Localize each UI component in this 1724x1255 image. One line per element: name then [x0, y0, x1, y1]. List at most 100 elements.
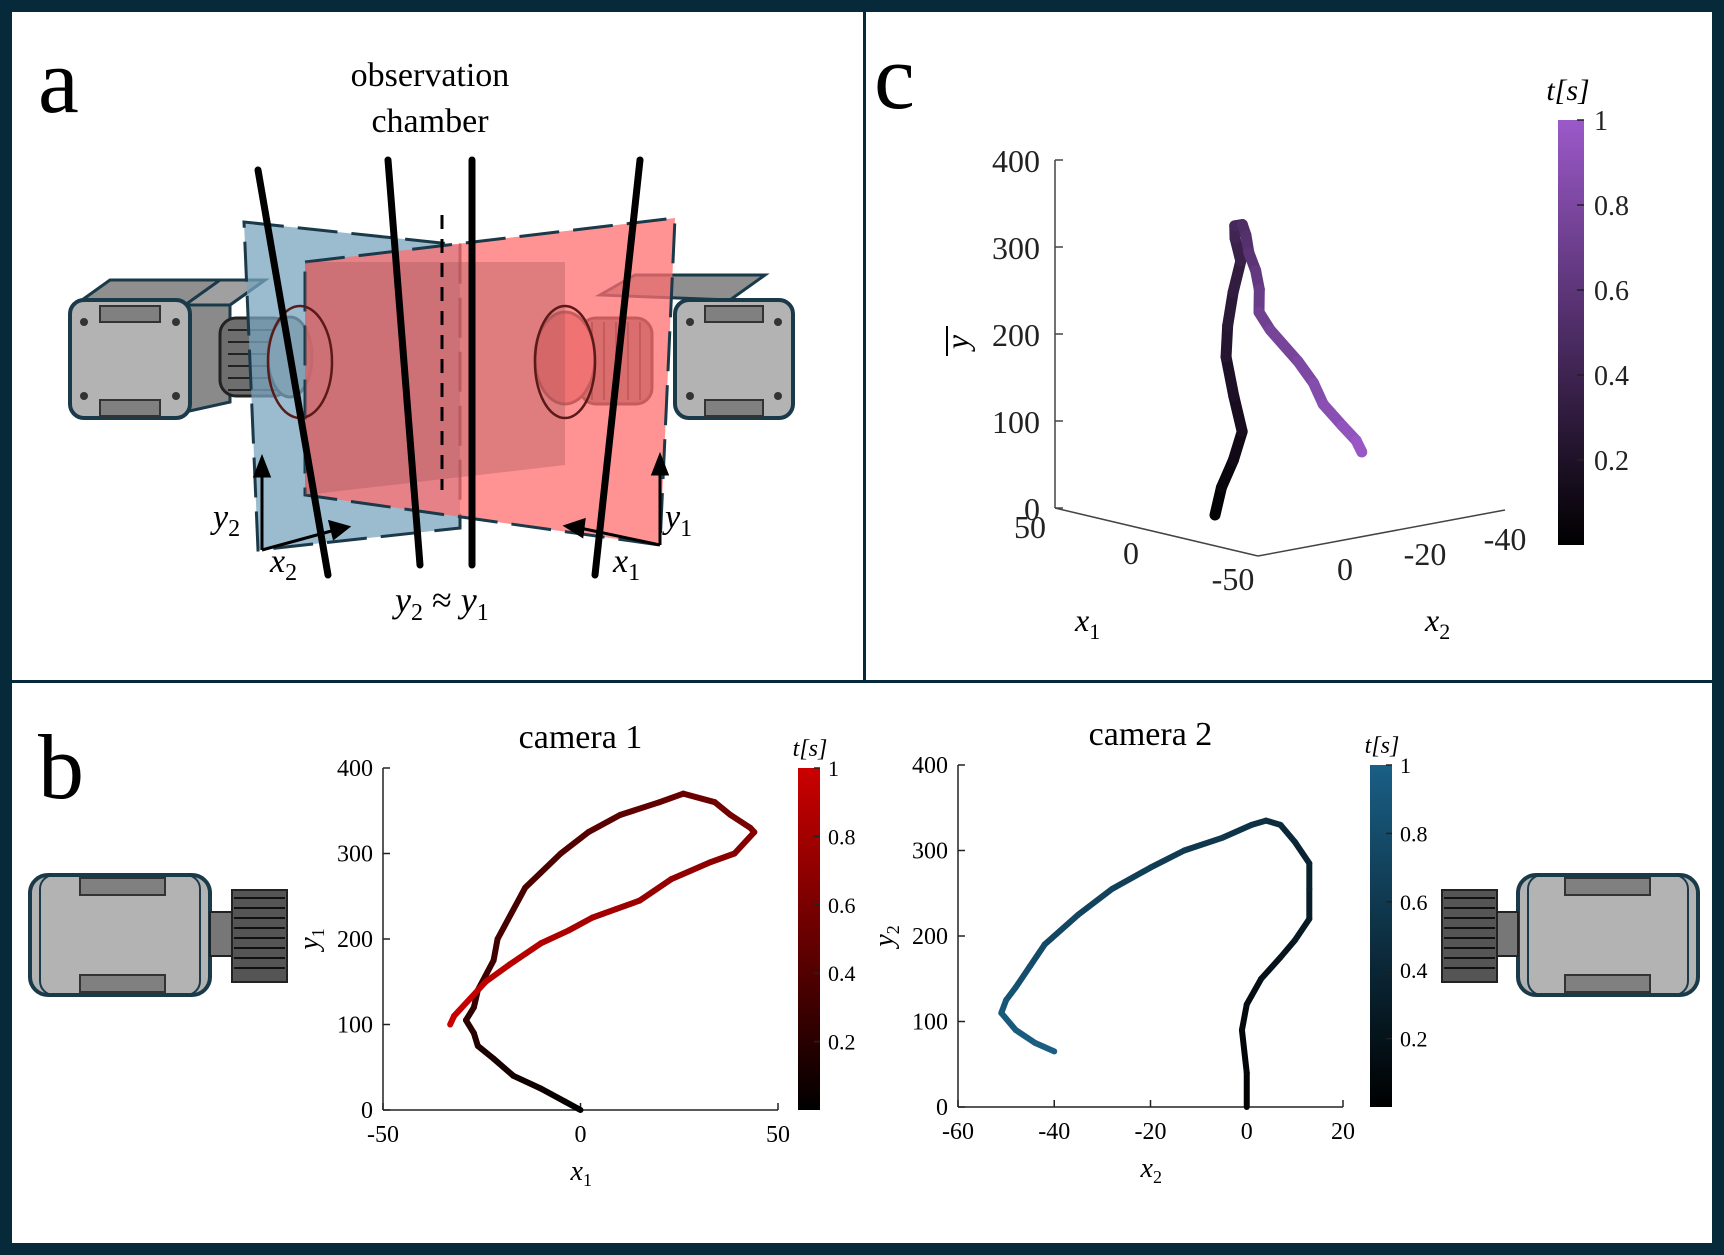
colorbar-title: t[s] — [793, 736, 828, 762]
label-y1: y1 — [662, 499, 692, 542]
colorbar — [1370, 765, 1392, 1107]
y-tick-label: 200 — [337, 927, 373, 953]
trajectory-segment — [998, 1009, 1019, 1034]
c-y-tick-label: 100 — [992, 404, 1040, 440]
panel-b-letter: b — [38, 716, 84, 818]
trajectory-segment — [1041, 911, 1082, 948]
trajectory-segment — [1012, 962, 1034, 991]
trajectory-segment — [1291, 838, 1313, 867]
colorbar-tick-label: 0.4 — [1400, 958, 1428, 983]
y-tick-label: 100 — [337, 1013, 373, 1039]
c-x1-tick-label: -50 — [1212, 561, 1255, 597]
trajectory-segment — [585, 812, 623, 836]
trajectory-segment — [447, 1012, 458, 1028]
y-tick-label: 400 — [337, 756, 373, 782]
trajectory-segment — [1147, 847, 1188, 871]
c-ylabel: y — [939, 334, 975, 352]
trajectory-segment — [1277, 821, 1298, 845]
colorbar-tick-label: 0.2 — [1400, 1027, 1428, 1052]
trajectory-segment — [617, 799, 663, 819]
y-axis-label: y2 — [869, 925, 903, 949]
trajectory-segment — [494, 884, 529, 942]
chart-title: camera 2 — [1089, 716, 1213, 753]
c-colorbar-tick-label: 1 — [1594, 106, 1608, 137]
chart-title: camera 1 — [519, 719, 643, 756]
x-tick-label: 20 — [1331, 1119, 1355, 1145]
camera-2-side-icon — [1441, 873, 1700, 997]
x-axis-label: x2 — [1140, 1153, 1162, 1187]
c-colorbar-tick-label: 0.8 — [1594, 191, 1629, 222]
plane-overlap — [305, 262, 565, 495]
panel-b-background — [12, 683, 1712, 1243]
x-tick-label: -40 — [1038, 1119, 1070, 1145]
trajectory-segment — [1277, 937, 1298, 961]
x-tick-label: -60 — [942, 1119, 974, 1145]
lens-projection-right — [533, 304, 597, 420]
c-y-tick-label: 400 — [992, 143, 1040, 179]
c-trajectory-segment — [1350, 435, 1368, 458]
trajectory-segment — [1032, 1039, 1058, 1055]
trajectory-segment — [1181, 834, 1226, 854]
trajectory-segment — [668, 859, 714, 883]
c-x1-tick-label: 0 — [1123, 535, 1139, 571]
y-tick-label: 0 — [936, 1095, 948, 1121]
x-tick-label: -50 — [367, 1122, 399, 1148]
trajectory-segment — [1238, 1001, 1250, 1034]
trajectory-segment — [474, 1042, 497, 1062]
trajectory-segment — [589, 906, 620, 921]
c-x2-tick-label: -40 — [1484, 521, 1527, 557]
c-x2-axis — [1257, 509, 1506, 557]
trajectory-segment — [451, 995, 473, 1019]
trajectory-segment — [490, 936, 501, 964]
x-tick-label: 0 — [575, 1122, 587, 1148]
trajectory-segment — [466, 978, 489, 1002]
chamber-label-line2: chamber — [371, 103, 489, 140]
c-xlabel-x1: x1 — [1074, 602, 1100, 644]
chamber-label-line1: observation — [351, 57, 510, 94]
trajectory-segment — [1238, 1027, 1250, 1076]
y-tick-label: 400 — [912, 753, 948, 779]
c-y-tick-label: 0 — [1024, 491, 1040, 527]
trajectory-segment — [707, 850, 738, 866]
trajectory-segment — [557, 829, 592, 857]
colorbar-tick-label: 0.4 — [828, 961, 856, 986]
trajectory-segment — [680, 790, 718, 806]
colorbar-tick-label: 0.6 — [1400, 890, 1428, 915]
panel-a-letter: a — [38, 30, 79, 132]
trajectory-segment — [613, 897, 643, 913]
trajectory-segment — [1075, 885, 1115, 918]
y-tick-label: 100 — [912, 1010, 948, 1036]
c-colorbar-tick-label: 0.2 — [1594, 446, 1629, 477]
colorbar-tick-label: 1 — [828, 756, 839, 781]
label-y2: y2 — [210, 499, 240, 542]
c-trajectory-segment — [1220, 351, 1240, 402]
c-y-tick-label: 200 — [992, 317, 1040, 353]
axes-arrows — [252, 451, 670, 552]
y-tick-label: 300 — [912, 839, 948, 865]
c-trajectory-segment — [1228, 390, 1248, 438]
c-colorbar-title: t[s] — [1546, 74, 1589, 107]
trajectory-segment — [1012, 1027, 1038, 1046]
camera-2-chart: camera 2 0 100 200 300 400 -60 -40 -20 0 20 x2 y2 t[s… — [869, 716, 1428, 1187]
c-xlabel-x2: x2 — [1424, 602, 1450, 644]
colorbar-tick-label: 0.8 — [828, 824, 856, 849]
colorbar-tick-label: 0.8 — [1400, 821, 1428, 846]
trajectory-segment — [731, 829, 758, 857]
trajectory-segment — [538, 927, 572, 947]
label-x2: x2 — [269, 543, 297, 586]
c-colorbar — [1558, 120, 1584, 545]
c-x1-tick-label: 50 — [1014, 509, 1046, 545]
panel-c-letter: c — [874, 26, 915, 128]
c-x2-tick-label: 0 — [1337, 551, 1353, 587]
c-y-tick-label: 300 — [992, 230, 1040, 266]
x-tick-label: -20 — [1135, 1119, 1167, 1145]
c-colorbar-tick-label: 0.6 — [1594, 276, 1629, 307]
y-tick-label: 200 — [912, 924, 948, 950]
trajectory-segment — [538, 1085, 568, 1105]
trajectory-segment — [727, 812, 754, 831]
trajectory-segment — [565, 914, 596, 934]
trajectory-segment — [1219, 821, 1255, 841]
y-axis-label: y1 — [294, 928, 328, 952]
trajectory-segment — [506, 940, 544, 968]
